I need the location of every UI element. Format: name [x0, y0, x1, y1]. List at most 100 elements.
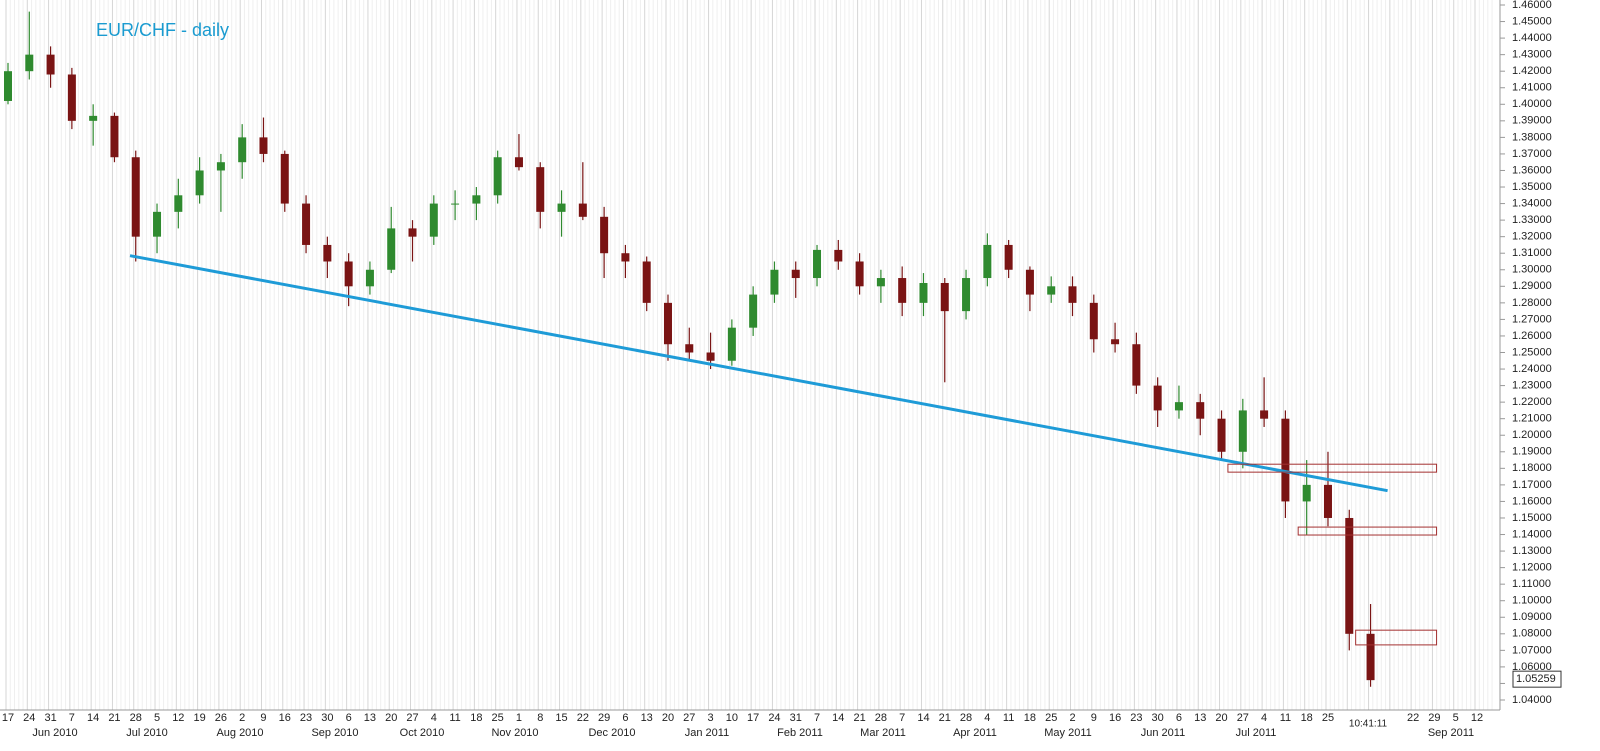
y-tick-label: 1.14000 — [1512, 528, 1552, 540]
zone-box — [1297, 526, 1438, 536]
candle-body — [131, 157, 140, 237]
candle-body — [67, 74, 76, 121]
candle-body — [1260, 410, 1269, 419]
time-label: 10:41:11 — [1349, 719, 1388, 730]
y-tick-label: 1.36000 — [1512, 164, 1552, 176]
x-tick-label: 28 — [960, 712, 972, 724]
y-tick-label: 1.17000 — [1512, 479, 1552, 491]
month-label: Aug 2010 — [216, 727, 263, 739]
last-price-box — [1512, 670, 1562, 688]
y-tick-label: 1.09000 — [1512, 611, 1552, 623]
x-tick-label: 10 — [726, 712, 738, 724]
y-tick-label: 1.04000 — [1512, 694, 1552, 706]
x-tick-label: 18 — [1301, 712, 1313, 724]
y-tick-label: 1.35000 — [1512, 181, 1552, 193]
candle-body — [1345, 517, 1354, 634]
candle-body — [259, 137, 268, 154]
x-tick-label: 18 — [470, 712, 482, 724]
candle-body — [1047, 286, 1056, 295]
y-tick-label: 1.21000 — [1512, 413, 1552, 425]
y-tick-label: 1.33000 — [1512, 214, 1552, 226]
candle-body — [834, 249, 843, 262]
x-tick-label: 25 — [1322, 712, 1334, 724]
candle-body — [238, 137, 247, 163]
x-tick-label: 27 — [683, 712, 695, 724]
candle-body — [578, 203, 587, 217]
y-tick-label: 1.38000 — [1512, 131, 1552, 143]
x-tick-label: 4 — [984, 712, 990, 724]
candle-body — [813, 249, 822, 279]
month-label: Jul 2011 — [1236, 727, 1277, 739]
x-tick-label: 11 — [1003, 712, 1014, 724]
x-tick-label: 5 — [154, 712, 160, 724]
candle-body — [89, 115, 98, 121]
x-tick-label: 22 — [1407, 712, 1419, 724]
x-tick-label: 11 — [449, 712, 460, 724]
x-tick-label: 29 — [598, 712, 610, 724]
y-tick-label: 1.15000 — [1512, 512, 1552, 524]
candle-body — [642, 261, 651, 303]
y-tick-label: 1.23000 — [1512, 380, 1552, 392]
candle-body — [195, 170, 204, 196]
x-tick-label: 21 — [853, 712, 865, 724]
candle-body — [153, 211, 162, 237]
candle-body — [408, 228, 417, 237]
month-label: Feb 2011 — [777, 727, 823, 739]
y-tick-label: 1.07000 — [1512, 644, 1552, 656]
x-tick-label: 20 — [1215, 712, 1227, 724]
month-label: Oct 2010 — [400, 727, 445, 739]
x-tick-label: 14 — [832, 712, 844, 724]
x-tick-label: 5 — [1453, 712, 1459, 724]
x-tick-label: 29 — [1428, 712, 1440, 724]
x-tick-label: 28 — [130, 712, 142, 724]
x-tick-label: 30 — [321, 712, 333, 724]
x-tick-label: 12 — [172, 712, 184, 724]
x-tick-label: 20 — [385, 712, 397, 724]
x-tick-label: 14 — [917, 712, 929, 724]
x-tick-label: 15 — [555, 712, 567, 724]
candle-body — [706, 352, 715, 361]
candle-body — [216, 162, 225, 171]
y-tick-label: 1.28000 — [1512, 297, 1552, 309]
candle-body — [1089, 302, 1098, 340]
x-tick-label: 4 — [431, 712, 437, 724]
y-tick-label: 1.41000 — [1512, 82, 1552, 94]
candle-body — [174, 195, 183, 212]
candle-body — [280, 153, 289, 204]
candle-body — [429, 203, 438, 237]
y-tick-label: 1.34000 — [1512, 197, 1552, 209]
candle-body — [876, 278, 885, 287]
grid — [5, 0, 1493, 710]
y-tick-label: 1.45000 — [1512, 15, 1552, 27]
month-label: Jun 2010 — [32, 727, 77, 739]
x-tick-label: 17 — [2, 712, 14, 724]
x-tick-label: 7 — [69, 712, 75, 724]
candle-body — [1281, 418, 1290, 502]
candle-body — [1132, 344, 1141, 386]
candle-body — [110, 115, 119, 158]
month-label: May 2011 — [1044, 727, 1092, 739]
x-tick-label: 25 — [492, 712, 504, 724]
x-tick-label: 21 — [108, 712, 120, 724]
y-tick-label: 1.22000 — [1512, 396, 1552, 408]
candle-body — [323, 244, 332, 262]
x-tick-label: 20 — [662, 712, 674, 724]
candle-body — [4, 71, 12, 101]
candle-body — [365, 269, 374, 287]
x-tick-label: 19 — [193, 712, 205, 724]
month-label: Nov 2010 — [491, 727, 538, 739]
x-tick-label: 7 — [899, 712, 905, 724]
x-tick-label: 13 — [641, 712, 653, 724]
candle-body — [1302, 484, 1311, 502]
y-tick-label: 1.32000 — [1512, 231, 1552, 243]
candle-body — [46, 54, 55, 75]
x-tick-label: 16 — [279, 712, 291, 724]
candle-body — [791, 269, 800, 279]
y-tick-label: 1.24000 — [1512, 363, 1552, 375]
y-tick-label: 1.46000 — [1512, 0, 1552, 11]
x-tick-label: 22 — [577, 712, 589, 724]
y-tick-label: 1.19000 — [1512, 446, 1552, 458]
x-tick-label: 6 — [1176, 712, 1182, 724]
candle-body — [1174, 402, 1183, 411]
candle-body — [557, 203, 566, 212]
